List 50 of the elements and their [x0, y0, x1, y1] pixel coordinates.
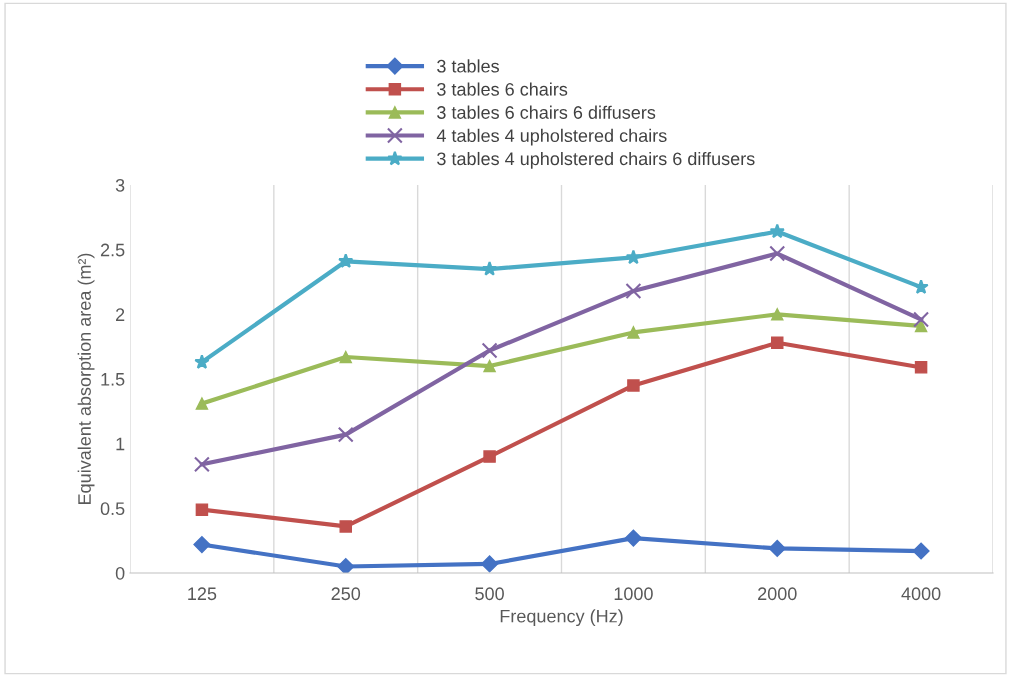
x-tick-label: 2000	[758, 587, 797, 601]
legend-label: 3 tables 6 chairs	[437, 82, 568, 96]
point	[913, 279, 929, 294]
legend-label: 3 tables 4 upholstered chairs 6 diffusers	[437, 151, 755, 169]
y-tick-label: 0.5	[100, 502, 125, 516]
y-tick-label: 2.5	[100, 243, 125, 257]
y-tick-label: 1	[116, 437, 125, 451]
point	[195, 503, 209, 516]
x-axis-title: Frequency (Hz)	[500, 609, 623, 627]
x-tick-label: 250	[331, 587, 361, 601]
point	[625, 283, 642, 300]
y-tick-label: 2	[116, 308, 125, 321]
point	[768, 539, 786, 557]
point	[481, 261, 498, 276]
point	[770, 336, 784, 350]
point	[913, 311, 930, 328]
legend-label: 4 tables 4 upholstered chairs	[436, 128, 667, 146]
point	[770, 308, 784, 321]
legend-label: 3 tables	[437, 59, 499, 73]
point	[624, 529, 642, 547]
point	[914, 319, 928, 333]
x-tick-label: 500	[475, 587, 504, 601]
point	[481, 342, 498, 359]
point	[769, 245, 786, 262]
legend-label: 3 tables 6 chairs 6 diffusers	[437, 105, 656, 119]
point	[769, 223, 785, 239]
point	[194, 354, 210, 369]
point	[483, 359, 496, 373]
point	[339, 350, 353, 364]
x-tick-label: 1000	[614, 587, 653, 601]
y-tick-label: 0	[115, 566, 125, 580]
point	[481, 555, 499, 573]
point	[337, 557, 355, 573]
point	[195, 397, 209, 410]
point	[338, 253, 354, 268]
y-tick-label: 3	[115, 178, 125, 192]
point	[193, 535, 211, 554]
point	[483, 450, 496, 463]
y-axis-title: Equivalent absorption area (m²)	[77, 253, 95, 504]
point	[912, 542, 930, 560]
point	[193, 456, 210, 473]
point	[625, 249, 642, 265]
point	[337, 426, 354, 443]
point	[627, 326, 640, 339]
point	[339, 520, 353, 533]
point	[914, 361, 928, 374]
y-tick-label: 1.5	[101, 373, 125, 386]
point	[627, 379, 640, 392]
x-tick-label: 125	[188, 587, 217, 601]
x-tick-label: 4000	[901, 587, 941, 601]
